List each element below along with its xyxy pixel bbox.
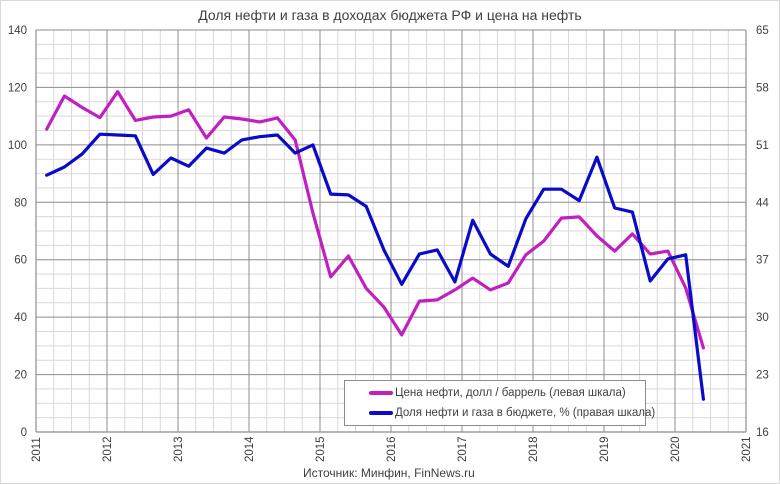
- legend: Цена нефти, долл / баррель (левая шкала)…: [344, 380, 655, 426]
- x-axis-tick: 2015: [315, 436, 327, 462]
- right-axis-tick: 16: [756, 427, 769, 439]
- x-axis-tick: 2020: [670, 436, 682, 462]
- legend-label: Доля нефти и газа в бюджете, % (правая ш…: [395, 407, 656, 419]
- legend-swatch-magenta: [369, 391, 393, 395]
- left-axis-tick: 80: [14, 197, 27, 209]
- right-axis-tick: 58: [756, 82, 769, 94]
- x-axis-tick: 2021: [741, 436, 753, 462]
- chart-title: Доля нефти и газа в доходах бюджета РФ и…: [198, 7, 582, 23]
- source-note: Источник: Минфин, FinNews.ru: [303, 466, 475, 480]
- right-axis-tick: 51: [756, 140, 769, 152]
- left-axis-tick: 40: [14, 312, 27, 324]
- x-axis-tick: 2018: [528, 436, 540, 462]
- right-axis-tick: 23: [756, 370, 769, 382]
- oil-gas-share-line: [45, 132, 706, 401]
- left-axis-tick: 100: [8, 140, 27, 152]
- legend-swatch-blue: [369, 411, 393, 415]
- left-axis-tick: 120: [8, 82, 27, 94]
- right-axis-tick: 37: [756, 255, 769, 267]
- x-axis-tick: 2011: [31, 437, 43, 462]
- oil-price-line: [45, 90, 706, 350]
- x-axis-tick: 2012: [102, 436, 114, 462]
- x-axis-tick: 2019: [599, 436, 611, 462]
- right-axis-tick: 65: [756, 25, 769, 37]
- legend-item-oil-price: Цена нефти, долл / баррель (левая шкала): [345, 384, 626, 402]
- right-axis-tick: 44: [756, 197, 769, 209]
- x-axis-tick: 2014: [244, 436, 256, 462]
- legend-label: Цена нефти, долл / баррель (левая шкала): [395, 387, 626, 399]
- x-axis-tick: 2013: [173, 436, 185, 462]
- left-axis-tick: 20: [14, 370, 27, 382]
- left-axis-tick: 140: [8, 25, 27, 37]
- left-axis-tick: 60: [14, 255, 27, 267]
- legend-item-share: Доля нефти и газа в бюджете, % (правая ш…: [345, 404, 655, 422]
- x-axis-tick: 2017: [457, 436, 469, 462]
- right-axis-tick: 30: [756, 312, 769, 324]
- left-axis-tick: 0: [21, 427, 27, 439]
- x-axis-tick: 2016: [386, 436, 398, 462]
